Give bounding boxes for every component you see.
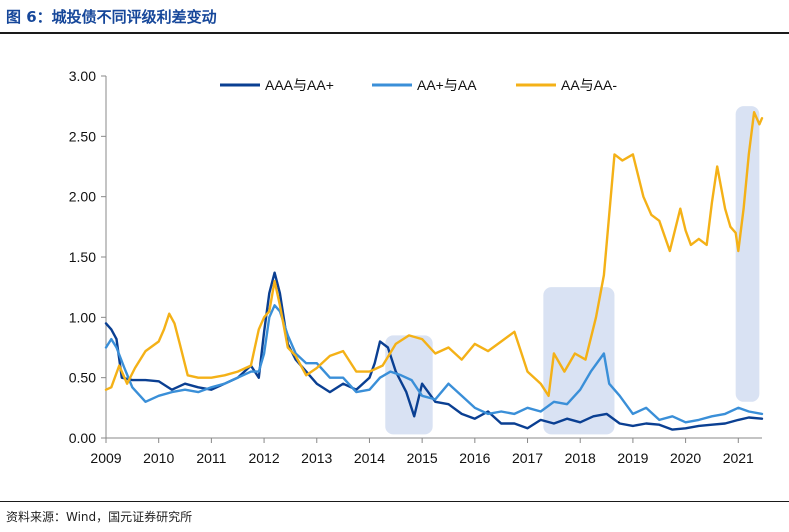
shaded-period [385, 335, 433, 435]
y-tick-label: 1.50 [69, 249, 96, 265]
x-tick-label: 2009 [90, 450, 121, 466]
title-rule [0, 32, 789, 34]
series-lines [104, 110, 764, 431]
series-line-2 [104, 304, 764, 424]
legend-label-2: AA+与AA [417, 77, 477, 93]
source-rule [0, 501, 789, 502]
y-tick-label: 2.00 [69, 189, 96, 205]
shaded-period [735, 106, 760, 402]
x-tick-label: 2011 [196, 450, 226, 466]
axes: 0.00 0.50 1.00 1.50 2.00 2.50 3.00 2009 2010 2011… [69, 68, 762, 466]
x-tick-label: 2014 [354, 450, 385, 466]
y-tick-label: 1.00 [69, 309, 96, 325]
x-tick-label: 2019 [617, 450, 648, 466]
x-tick-label: 2017 [512, 450, 543, 466]
y-tick-label: 0.00 [69, 430, 96, 446]
shaded-periods [385, 106, 760, 435]
y-tick-label: 2.50 [69, 128, 96, 144]
x-tick-label: 2016 [459, 450, 490, 466]
spread-line-chart: 0.00 0.50 1.00 1.50 2.00 2.50 3.00 2009 2010 2011… [69, 68, 764, 466]
x-tick-label: 2018 [565, 450, 596, 466]
legend: AAA与AA+ AA+与AA AA与AA- [220, 77, 617, 93]
series-line-3 [104, 110, 764, 397]
x-tick-label: 2012 [248, 450, 279, 466]
shaded-period [543, 287, 615, 435]
x-tick-label: 2015 [407, 450, 438, 466]
x-tick-label: 2013 [301, 450, 332, 466]
x-tick-label: 2020 [670, 450, 701, 466]
y-tick-label: 3.00 [69, 68, 96, 84]
y-tick-label: 0.50 [69, 370, 96, 386]
legend-label-3: AA与AA- [561, 77, 617, 93]
figure-title: 图 6：城投债不同评级利差变动 [6, 8, 217, 26]
x-tick-label: 2010 [143, 450, 174, 466]
source-note: 资料来源：Wind，国元证券研究所 [6, 510, 193, 524]
legend-label-1: AAA与AA+ [265, 77, 334, 93]
x-tick-label: 2021 [723, 450, 754, 466]
